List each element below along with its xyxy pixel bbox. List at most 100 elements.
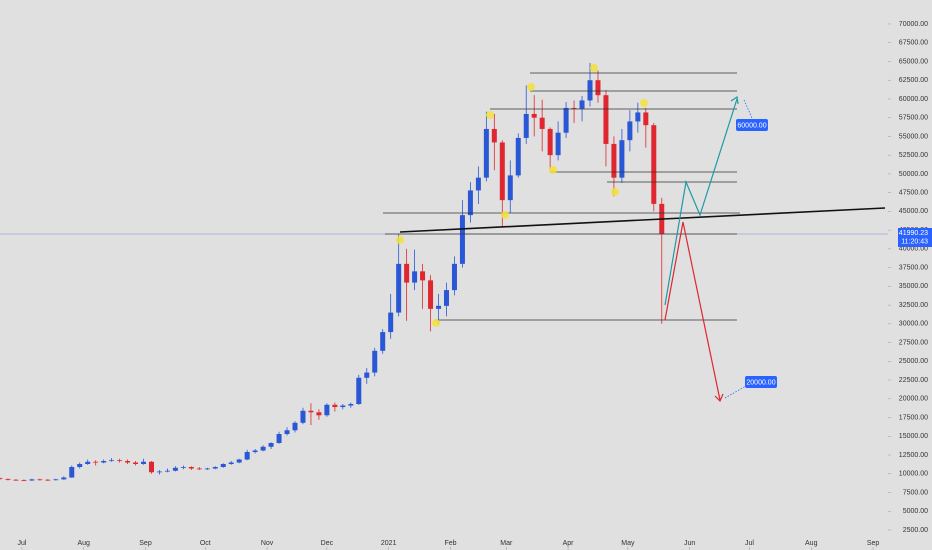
candle-body xyxy=(436,305,442,309)
candle-body xyxy=(268,443,274,447)
candle-body xyxy=(412,271,418,283)
candle-body xyxy=(587,80,593,101)
y-tick-label: 62500.00 xyxy=(899,77,928,84)
y-tick-label: 7500.00 xyxy=(903,489,928,496)
candle-body xyxy=(236,459,242,463)
x-tick-label: Nov xyxy=(261,540,274,547)
candle-body xyxy=(515,137,521,176)
candle-body xyxy=(499,142,505,201)
candle-body xyxy=(483,128,489,178)
candle-body xyxy=(563,107,569,133)
x-tick-label: May xyxy=(621,540,635,547)
candle-body xyxy=(29,479,35,481)
arrow-head xyxy=(714,393,724,403)
marker-dot xyxy=(611,188,619,196)
x-tick-label: Aug xyxy=(805,540,818,547)
candle-body xyxy=(156,471,162,473)
candle-body xyxy=(5,479,11,480)
candle-body xyxy=(316,412,322,416)
candle-body xyxy=(579,100,585,109)
candle-body xyxy=(491,128,497,143)
x-tick-label: 2021 xyxy=(381,540,397,547)
candle-body xyxy=(443,290,449,306)
candle-body xyxy=(133,462,139,465)
candle-body xyxy=(356,377,362,405)
candle-body xyxy=(141,461,147,465)
drawings xyxy=(0,72,888,321)
candle-body xyxy=(420,271,426,281)
candle-body xyxy=(539,117,545,129)
candle-body xyxy=(651,125,657,204)
y-tick-label: 57500.00 xyxy=(899,115,928,122)
candle-body xyxy=(364,372,370,378)
annotation-box xyxy=(736,119,768,131)
candle-body xyxy=(276,434,282,444)
candle-body xyxy=(101,461,107,463)
candle-body xyxy=(212,467,218,469)
price-tag-label: 41990.23 xyxy=(899,230,928,237)
y-tick-label: 45000.00 xyxy=(899,208,928,215)
candle-body xyxy=(188,467,194,469)
candle-body xyxy=(21,480,27,481)
candle-body xyxy=(284,430,290,435)
candle-body xyxy=(428,280,434,309)
candle-body xyxy=(109,460,115,462)
y-tick-label: 32500.00 xyxy=(899,302,928,309)
candle-body xyxy=(595,80,601,96)
candle-body xyxy=(459,215,465,264)
arrow-head xyxy=(730,95,739,105)
x-tick-label: Jul xyxy=(17,540,26,547)
candle-body xyxy=(117,460,123,462)
candle-body xyxy=(547,128,553,156)
candle-body xyxy=(523,113,529,138)
y-tick-label: 20000.00 xyxy=(899,396,928,403)
y-tick-label: 65000.00 xyxy=(899,58,928,65)
y-tick-label: 22500.00 xyxy=(899,377,928,384)
candle-body xyxy=(324,404,330,416)
candle-body xyxy=(332,404,338,408)
candle-body xyxy=(196,468,202,470)
x-tick-label: Jun xyxy=(684,540,695,547)
candle-body xyxy=(451,263,457,291)
projection-up xyxy=(664,95,753,306)
annotation-label: 20000.00 xyxy=(746,379,775,386)
candle-body xyxy=(619,140,625,178)
candle-body xyxy=(260,446,266,451)
candle-body xyxy=(627,121,633,141)
candle-body xyxy=(45,479,51,481)
candle-body xyxy=(228,462,234,465)
marker-dot xyxy=(486,111,494,119)
marker-dot xyxy=(527,83,535,91)
x-tick-label: Aug xyxy=(77,540,90,547)
y-tick-label: 60000.00 xyxy=(899,96,928,103)
candle-body xyxy=(180,467,186,468)
candle-body xyxy=(172,467,178,471)
x-tick-label: Dec xyxy=(321,540,334,547)
marker-dot xyxy=(549,166,557,174)
y-tick-label: 35000.00 xyxy=(899,283,928,290)
y-tick-label: 55000.00 xyxy=(899,133,928,140)
marker-dot xyxy=(590,64,598,72)
candle-body xyxy=(252,450,258,453)
candle-body xyxy=(77,464,83,468)
candle-body xyxy=(571,107,577,109)
y-tick-label: 12500.00 xyxy=(899,452,928,459)
countdown-label: 11:20:43 xyxy=(901,238,928,245)
candle-body xyxy=(13,479,19,481)
candle-body xyxy=(125,461,131,463)
candle-body xyxy=(555,132,561,156)
x-tick-label: Sep xyxy=(867,540,880,547)
candle-body xyxy=(372,350,378,373)
candle-body xyxy=(643,112,649,126)
marker-dot xyxy=(640,99,648,107)
zigzag-down xyxy=(664,221,721,401)
y-tick-label: 10000.00 xyxy=(899,471,928,478)
candle-body xyxy=(396,263,402,313)
y-tick-label: 25000.00 xyxy=(899,358,928,365)
candle-body xyxy=(531,113,537,118)
callout-line xyxy=(743,99,753,119)
candle-body xyxy=(220,464,226,468)
x-tick-label: Apr xyxy=(563,540,575,547)
marker-dot xyxy=(432,319,440,327)
